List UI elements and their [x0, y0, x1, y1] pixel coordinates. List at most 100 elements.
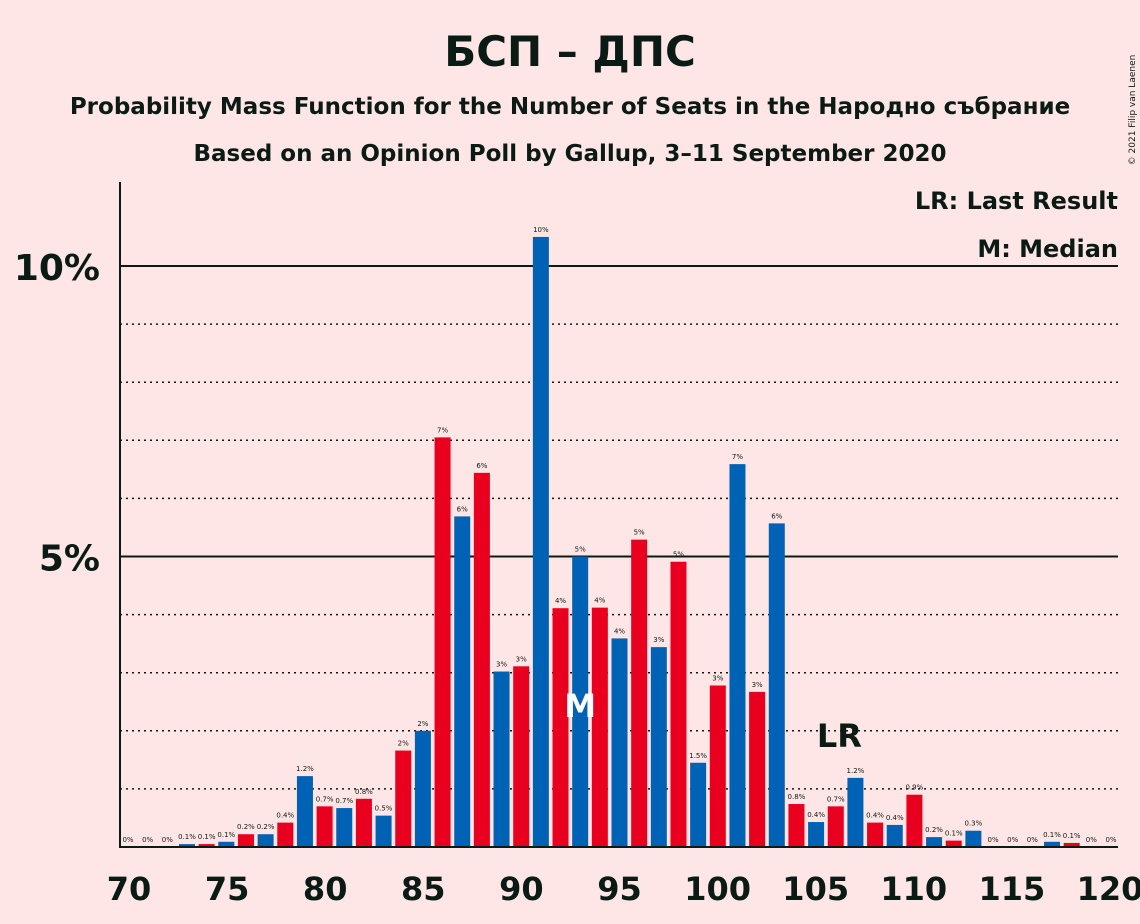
- bar-label-108: 0.4%: [866, 812, 884, 820]
- bar-111: [926, 837, 943, 847]
- bar-118: [1063, 842, 1080, 847]
- x-tick-label-110: 110: [880, 870, 947, 908]
- bar-97: [650, 647, 667, 847]
- bar-label-103: 6%: [771, 512, 782, 520]
- bar-label-118: 0.1%: [1063, 832, 1081, 840]
- x-tick-label-105: 105: [782, 870, 849, 908]
- bar-label-79: 1.2%: [296, 765, 314, 773]
- x-tick-label-115: 115: [979, 870, 1046, 908]
- bar-87: [454, 516, 471, 847]
- bar-94: [591, 607, 608, 847]
- bar-93: [572, 556, 589, 847]
- x-tick-label-95: 95: [597, 870, 642, 908]
- bar-label-83: 0.5%: [375, 805, 393, 813]
- bar-label-85: 2%: [417, 720, 428, 728]
- bar-106: [827, 806, 844, 847]
- bar-label-120: 0%: [1105, 836, 1116, 844]
- copyright-text: © 2021 Filip van Laenen: [1128, 55, 1138, 166]
- bar-105: [808, 822, 825, 847]
- bar-label-91: 10%: [533, 226, 549, 234]
- bar-label-71: 0%: [142, 836, 153, 844]
- bar-84: [395, 750, 412, 847]
- bar-91: [532, 236, 549, 847]
- y-tick-label-10: 10%: [14, 248, 100, 289]
- bar-label-117: 0.1%: [1043, 831, 1061, 839]
- bar-82: [355, 798, 372, 847]
- bars: [178, 236, 1080, 847]
- bar-label-95: 4%: [614, 627, 625, 635]
- bar-label-89: 3%: [496, 661, 507, 669]
- bar-79: [296, 776, 313, 847]
- bar-74: [198, 844, 215, 847]
- bar-label-76: 0.2%: [237, 823, 255, 831]
- bar-label-119: 0%: [1086, 836, 1097, 844]
- bar-label-112: 0.1%: [945, 830, 963, 838]
- bar-label-77: 0.2%: [257, 823, 275, 831]
- bar-label-74: 0.1%: [198, 833, 216, 841]
- bar-label-75: 0.1%: [217, 831, 235, 839]
- x-tick-label-100: 100: [684, 870, 751, 908]
- bar-102: [749, 691, 766, 847]
- bar-label-109: 0.4%: [886, 814, 904, 822]
- bar-95: [611, 638, 628, 847]
- bar-85: [414, 730, 431, 847]
- axes: 5% 10% 70 75 80 85 90 95 100 105 110 115 120: [14, 182, 1140, 908]
- x-tick-label-85: 85: [401, 870, 446, 908]
- legend-median: M: Median: [977, 235, 1118, 263]
- bar-labels: 0% 0% 0% 0.1% 0.1% 0.1%0.2% 0.2%0.4%1.2%0.7% 0.…: [122, 226, 1116, 844]
- bar-98: [670, 561, 687, 847]
- bar-label-72: 0%: [162, 836, 173, 844]
- bar-label-99: 1.5%: [689, 752, 707, 760]
- bar-label-105: 0.4%: [807, 811, 825, 819]
- bar-label-94: 4%: [594, 597, 605, 605]
- x-tick-label-90: 90: [499, 870, 544, 908]
- bar-112: [945, 840, 962, 847]
- bar-label-92: 4%: [555, 597, 566, 605]
- bar-77: [257, 834, 274, 847]
- bar-107: [847, 777, 864, 847]
- bar-label-78: 0.4%: [276, 812, 294, 820]
- bar-99: [690, 762, 707, 847]
- y-tick-label-5: 5%: [39, 539, 100, 580]
- bar-label-110: 0.9%: [906, 784, 924, 792]
- bar-78: [277, 822, 294, 847]
- bar-104: [788, 804, 805, 847]
- markers: M LR: [564, 687, 862, 755]
- bar-86: [434, 437, 451, 847]
- chart-title: БСП – ДПС: [444, 27, 696, 76]
- bar-89: [493, 671, 510, 847]
- bar-label-97: 3%: [653, 636, 664, 644]
- bar-80: [316, 806, 333, 847]
- bar-label-104: 0.8%: [788, 793, 806, 801]
- bar-96: [631, 539, 648, 847]
- bar-100: [709, 685, 726, 847]
- bar-73: [178, 844, 195, 847]
- bar-label-80: 0.7%: [316, 795, 334, 803]
- bar-label-82: 0.8%: [355, 788, 373, 796]
- bar-103: [768, 523, 785, 847]
- chart-subtitle-2: Based on an Opinion Poll by Gallup, 3–11…: [193, 141, 946, 167]
- bar-label-88: 6%: [476, 462, 487, 470]
- bar-81: [336, 808, 353, 847]
- bar-117: [1044, 841, 1061, 847]
- bar-113: [965, 830, 982, 847]
- bar-label-96: 5%: [634, 529, 645, 537]
- bar-label-102: 3%: [752, 681, 763, 689]
- bar-92: [552, 608, 569, 847]
- bar-83: [375, 815, 392, 847]
- bar-101: [729, 464, 746, 847]
- bar-label-115: 0%: [1007, 836, 1018, 844]
- x-tick-label-70: 70: [107, 870, 152, 908]
- bar-label-93: 5%: [575, 546, 586, 554]
- bar-110: [906, 794, 923, 847]
- bar-90: [513, 666, 530, 847]
- bar-label-90: 3%: [516, 655, 527, 663]
- bar-label-70: 0%: [122, 836, 133, 844]
- median-marker: M: [564, 687, 596, 725]
- legend-last-result: LR: Last Result: [915, 187, 1118, 215]
- bar-label-84: 2%: [398, 740, 409, 748]
- bar-label-101: 7%: [732, 453, 743, 461]
- bar-108: [867, 822, 884, 847]
- chart-subtitle-1: Probability Mass Function for the Number…: [70, 94, 1070, 120]
